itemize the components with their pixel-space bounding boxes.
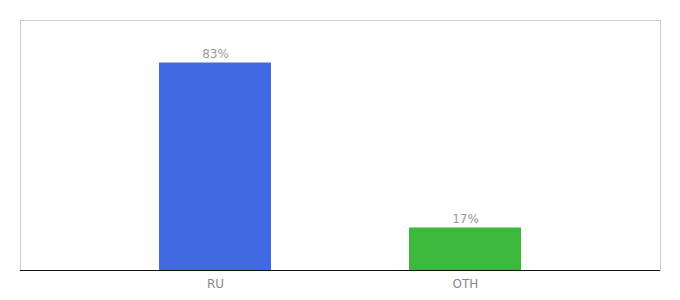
svg-text:OTH: OTH [453,277,479,291]
svg-text:17%: 17% [452,212,479,226]
svg-text:83%: 83% [202,47,229,61]
svg-text:RU: RU [207,277,224,291]
